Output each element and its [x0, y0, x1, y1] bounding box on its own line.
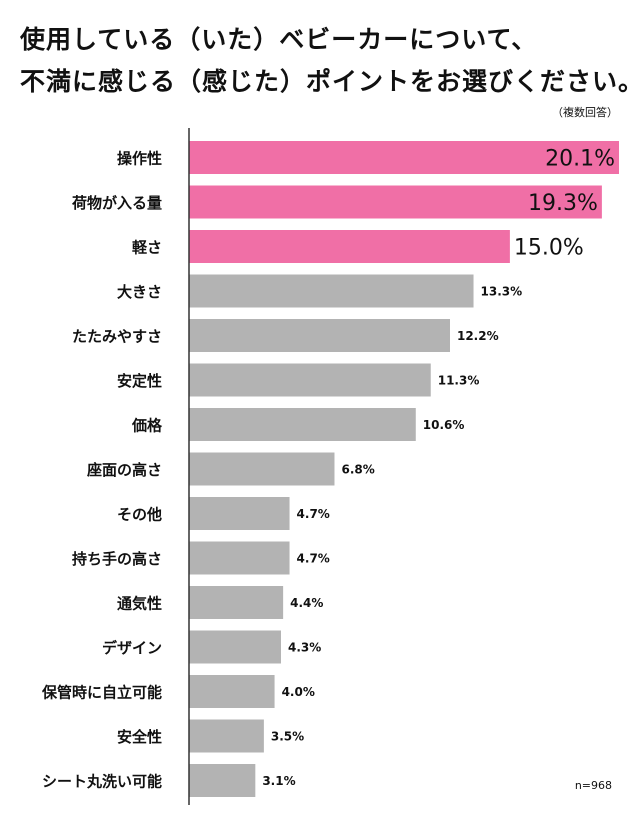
value-label: 6.8% [341, 462, 374, 476]
bar [189, 586, 284, 619]
value-label: 3.5% [271, 729, 304, 743]
category-label: 安定性 [117, 372, 162, 390]
value-label: 4.3% [288, 640, 321, 654]
bar [189, 230, 510, 263]
category-label: 大きさ [117, 283, 162, 301]
bar [189, 497, 290, 530]
category-label: デザイン [102, 639, 162, 657]
value-label: 3.1% [262, 774, 295, 788]
value-label: 19.3% [528, 191, 598, 216]
bar [189, 452, 335, 486]
value-label: 4.0% [282, 685, 315, 699]
value-label: 13.3% [481, 284, 523, 298]
category-label: 安全性 [117, 728, 162, 746]
category-label: 座面の高さ [86, 461, 162, 479]
category-label: 通気性 [117, 595, 162, 613]
category-label: 操作性 [117, 150, 162, 168]
multiple-answer-note: （複数回答） [552, 106, 618, 119]
value-label: 12.2% [457, 329, 499, 343]
category-label: その他 [117, 506, 162, 524]
value-label: 20.1% [545, 147, 615, 172]
category-label: シート丸洗い可能 [42, 773, 162, 791]
bar [189, 185, 602, 219]
chart-title-line-1: 使用している（いた）ベビーカーについて、 [20, 25, 538, 54]
bar [189, 719, 264, 753]
bar [189, 274, 474, 308]
category-label: たたみやすさ [72, 328, 162, 346]
bar [189, 408, 416, 441]
category-label: 荷物が入る量 [72, 194, 162, 212]
bar [189, 675, 275, 708]
bar [189, 630, 281, 664]
value-label: 11.3% [438, 373, 480, 387]
value-label: 4.7% [297, 551, 330, 565]
bar [189, 541, 290, 575]
bar [189, 363, 431, 397]
category-label: 持ち手の高さ [72, 550, 162, 568]
category-label: 軽さ [132, 239, 162, 257]
value-label: 10.6% [423, 418, 465, 432]
bar [189, 141, 619, 174]
chart-title-line-2: 不満に感じる（感じた）ポイントをお選びください。 [20, 67, 640, 96]
sample-size-label: n=968 [574, 779, 612, 792]
value-label: 4.7% [297, 507, 330, 521]
bar [189, 319, 450, 352]
bar [189, 764, 256, 797]
value-label: 15.0% [514, 236, 584, 261]
category-label: 価格 [131, 417, 163, 435]
value-label: 4.4% [290, 596, 323, 610]
category-label: 保管時に自立可能 [41, 684, 162, 702]
